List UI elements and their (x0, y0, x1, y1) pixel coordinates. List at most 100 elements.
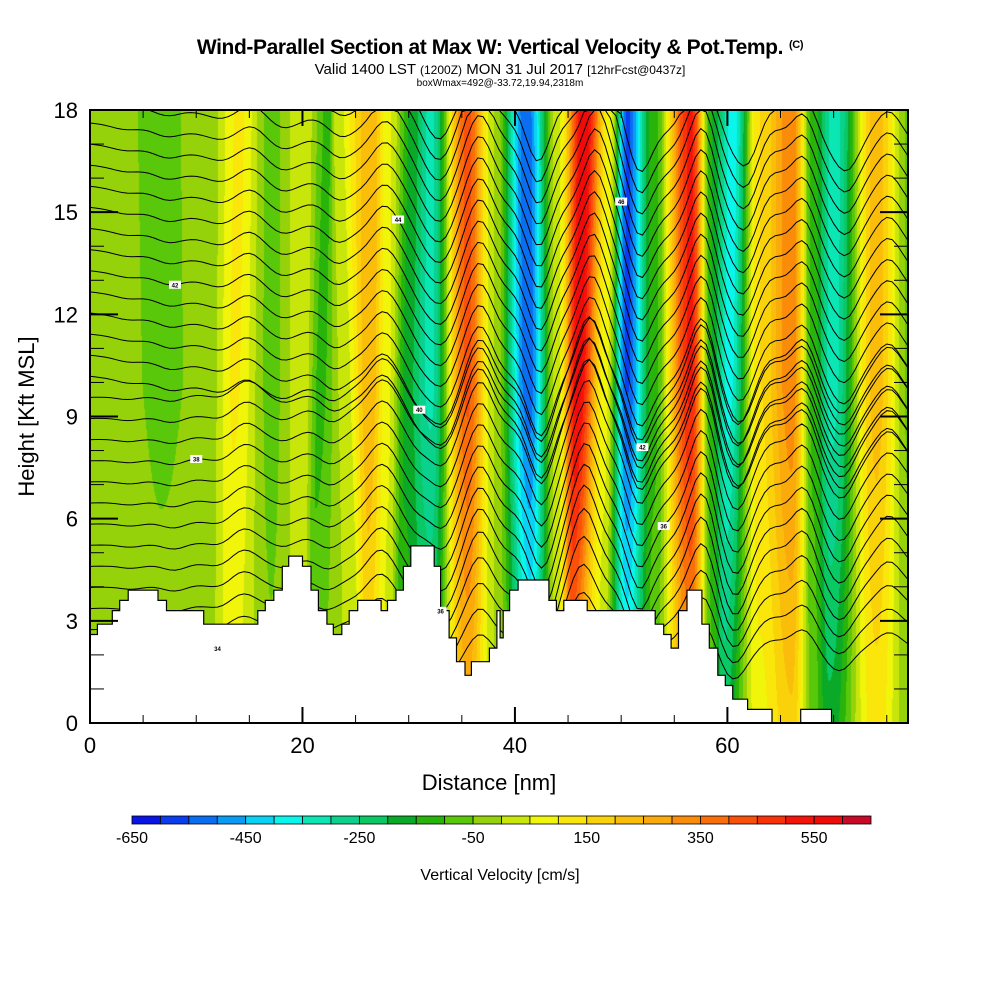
colorbar-swatch (785, 815, 815, 825)
isentrope-line (89, 401, 909, 527)
contour-label-box (168, 280, 181, 289)
colorbar-swatch (330, 815, 360, 825)
colorbar-swatch (131, 815, 161, 825)
y-tick-label: 9 (66, 405, 78, 430)
copyright-mark: (C) (789, 39, 804, 51)
x-axis-title: Distance [nm] (422, 770, 557, 795)
contour-labels: 34 36 36 38 40 42 42 44 46 (168, 197, 670, 653)
contour-label: 36 (437, 609, 444, 615)
isentrope-line (89, 379, 909, 506)
colorbar-tick-label: -250 (343, 830, 375, 847)
y-tick-label: 18 (54, 98, 78, 123)
colorbar-tick-label: 350 (687, 830, 714, 847)
colorbar-swatch (444, 815, 474, 825)
y-axis-title: Height [Kft MSL] (14, 336, 39, 496)
isentrope-line (89, 148, 909, 279)
contour-label: 38 (193, 457, 200, 463)
colorbar-swatch (472, 815, 502, 825)
isentrope-line (89, 484, 909, 612)
pot-temp-contours (89, 109, 909, 690)
colorbar-swatch (387, 815, 417, 825)
y-tick-label: 6 (66, 507, 78, 532)
contour-label: 36 (660, 525, 667, 531)
colorbar-tick-label: -50 (462, 830, 485, 847)
colorbar-swatch (160, 815, 190, 825)
isentrope-line (89, 337, 909, 464)
contour-label-box (190, 454, 203, 463)
isentrope-line (89, 212, 909, 342)
valid-utc: (1200Z) (420, 63, 463, 77)
contour-label-box (413, 405, 426, 414)
chart-title-text: Wind-Parallel Section at Max W: Vertical… (196, 36, 784, 59)
colorbar-title: Vertical Velocity [cm/s] (420, 867, 579, 884)
isentrope-line (89, 317, 909, 448)
y-tick-label: 15 (54, 200, 78, 225)
colorbar-swatch (529, 815, 559, 825)
contour-label-box (434, 606, 447, 615)
chart-title: Wind-Parallel Section at Max W: Vertical… (0, 36, 1000, 60)
colorbar-swatch (302, 815, 332, 825)
isentrope-line (89, 109, 909, 236)
valid-date: MON 31 Jul 2017 (466, 61, 583, 78)
contour-label-box (615, 197, 628, 206)
isentrope-line (89, 535, 909, 645)
contour-label-box (636, 443, 649, 452)
colorbar: -650 -450 -250 -50 150 350 550 (116, 815, 872, 847)
colorbar-swatch (245, 815, 275, 825)
colorbar-swatch (671, 815, 701, 825)
colorbar-swatch (586, 815, 616, 825)
y-tick-label: 3 (66, 609, 78, 634)
isentrope-line (89, 276, 909, 406)
isentrope-line (89, 255, 909, 385)
isentrope-line (90, 109, 909, 215)
contour-label-box (211, 644, 224, 653)
colorbar-swatch (216, 815, 247, 825)
isentrope-line (89, 315, 909, 443)
terrain (89, 545, 908, 724)
colorbar-tick-label: 550 (801, 830, 828, 847)
chart-subtitle: Valid 1400 LST (1200Z) MON 31 Jul 2017 [… (0, 61, 1000, 78)
colorbar-swatch (557, 815, 588, 825)
isentrope-line (89, 337, 909, 469)
colorbar-swatch (415, 815, 446, 825)
colorbar-swatch (813, 815, 843, 825)
isentrope-line (89, 358, 909, 485)
y-tick-label: 12 (54, 302, 78, 327)
isentrope-line (89, 507, 909, 630)
contour-label: 46 (618, 200, 625, 206)
colorbar-swatch (358, 815, 389, 825)
contour-label: 44 (395, 218, 402, 224)
isentrope-line (89, 233, 909, 363)
colorbar-swatch (728, 815, 758, 825)
box-wmax-info: boxWmax=492@-33.72,19.94,2318m (416, 78, 584, 89)
colorbar-swatch (188, 815, 218, 825)
colorbar-swatch (700, 815, 730, 825)
contour-label-box (657, 522, 670, 531)
x-tick-label: 20 (290, 733, 314, 758)
contour-label: 42 (639, 446, 646, 452)
isentrope-line (90, 109, 909, 173)
isentrope-line (89, 169, 909, 300)
isentrope-line (89, 190, 909, 321)
x-axis: 0 20 40 60 (84, 110, 888, 758)
x-tick-label: 60 (715, 733, 739, 758)
contour-label: 42 (172, 283, 179, 289)
forecast-info: [12hrFcst@0437z] (587, 63, 686, 77)
isentrope-line (89, 296, 909, 427)
isentrope-line (89, 442, 909, 569)
isentrope-line (89, 463, 909, 590)
valid-time: Valid 1400 LST (314, 61, 416, 78)
colorbar-tick-label: -650 (116, 830, 148, 847)
colorbar-swatch (273, 815, 303, 825)
y-tick-label: 0 (66, 711, 78, 736)
contour-label: 40 (416, 408, 423, 414)
isentrope-line (89, 128, 909, 257)
x-tick-label: 40 (503, 733, 527, 758)
contour-label-box (392, 215, 405, 224)
colorbar-tick-label: -450 (230, 830, 262, 847)
colorbar-swatch (756, 815, 787, 825)
colorbar-tick-label: 150 (573, 830, 600, 847)
x-tick-label: 0 (84, 733, 96, 758)
